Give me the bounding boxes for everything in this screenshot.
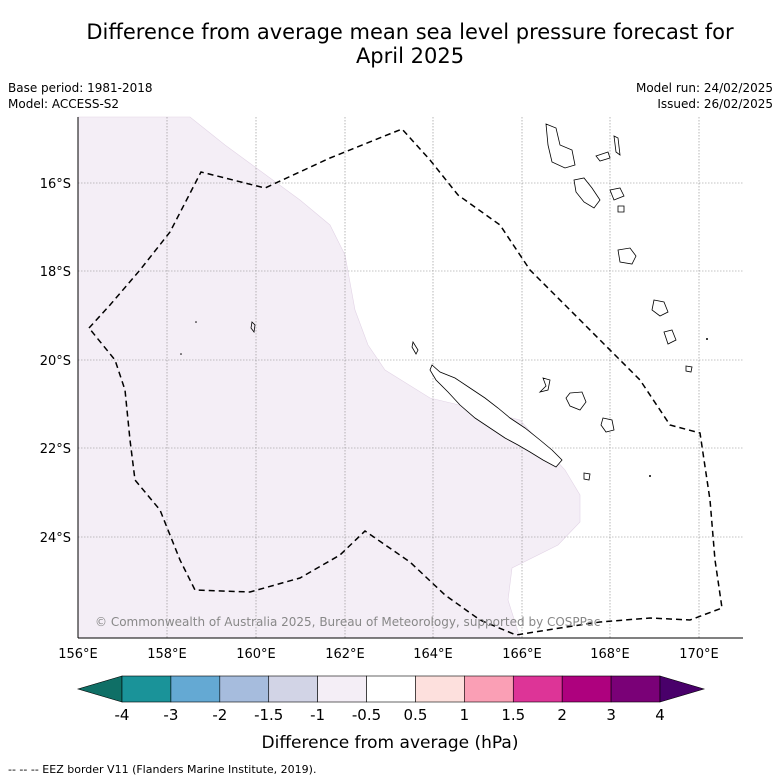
lon-tick-label: 170°E bbox=[679, 647, 719, 662]
colorbar-tick-label: 0.5 bbox=[404, 706, 428, 724]
colorbar-tick-label: 2 bbox=[557, 706, 567, 724]
colorbar-arrow-high bbox=[659, 675, 706, 703]
colorbar-swatch bbox=[366, 675, 416, 703]
colorbar-swatch bbox=[121, 675, 172, 703]
vanuatu-espiritu-santo bbox=[545, 123, 576, 169]
loyalty-island-mare bbox=[600, 417, 615, 433]
colorbar-tick-label: 4 bbox=[655, 706, 665, 724]
colorbar-arrow-low bbox=[76, 675, 123, 703]
loyalty-island-lifou bbox=[565, 391, 587, 411]
colorbar-swatch bbox=[415, 675, 465, 703]
lon-tick-label: 164°E bbox=[413, 647, 453, 662]
issued-date: Issued: 26/02/2025 bbox=[657, 97, 773, 111]
small-islet bbox=[649, 475, 651, 477]
chesterfield-reef bbox=[250, 321, 256, 334]
vanuatu-efate bbox=[617, 247, 637, 265]
model-run: Model run: 24/02/2025 bbox=[635, 81, 773, 95]
colorbar-swatch bbox=[464, 675, 514, 703]
vanuatu-island-1 bbox=[595, 151, 611, 162]
colorbar-tick-label: -4 bbox=[115, 706, 130, 724]
lon-tick-label: 162°E bbox=[325, 647, 365, 662]
small-islet bbox=[706, 338, 708, 340]
colorbar-swatch bbox=[268, 675, 318, 703]
shaded-anomaly-region bbox=[77, 116, 581, 639]
colorbar-tick-label: -1.5 bbox=[254, 706, 283, 724]
map-title: Difference from average mean sea level p… bbox=[60, 20, 760, 68]
colorbar-tick-label: 3 bbox=[606, 706, 616, 724]
lat-tick-label: 20°S bbox=[40, 354, 71, 369]
colorbar-tick-label: -1 bbox=[310, 706, 325, 724]
colorbar-tick-label: 1.5 bbox=[501, 706, 525, 724]
lon-tick-label: 158°E bbox=[147, 647, 187, 662]
colorbar-swatch bbox=[561, 675, 612, 703]
vanuatu-island-3 bbox=[617, 205, 625, 213]
colorbar-swatch bbox=[512, 675, 563, 703]
lon-tick-label: 168°E bbox=[590, 647, 630, 662]
lon-tick-label: 156°E bbox=[58, 647, 98, 662]
lat-tick-label: 16°S bbox=[40, 177, 71, 192]
meta-left: Base period: 1981-2018 Model: ACCESS-S2 bbox=[8, 80, 153, 112]
title-line-2: April 2025 bbox=[355, 44, 465, 68]
belep-islands bbox=[411, 340, 419, 355]
vanuatu-malakula bbox=[573, 177, 601, 209]
base-period: Base period: 1981-2018 bbox=[8, 81, 153, 95]
lon-tick-label: 166°E bbox=[502, 647, 542, 662]
colorbar-swatch bbox=[610, 675, 661, 703]
lat-tick-label: 24°S bbox=[40, 531, 71, 546]
eez-border bbox=[88, 128, 723, 636]
title-line-1: Difference from average mean sea level p… bbox=[86, 20, 734, 44]
vanuatu-epi bbox=[609, 187, 625, 201]
colorbar-swatch bbox=[317, 675, 367, 703]
colorbar-tick-label: -3 bbox=[163, 706, 178, 724]
isle-of-pines bbox=[583, 472, 591, 481]
copyright-text: © Commonwealth of Australia 2025, Bureau… bbox=[95, 615, 600, 629]
vanuatu-island-2 bbox=[613, 135, 621, 156]
colorbar: -4 -3 -2 -1.5 -1 -0.5 0.5 1 1.5 2 3 4 bbox=[76, 675, 706, 724]
colorbar-swatch bbox=[219, 675, 270, 703]
vanuatu-erromango bbox=[651, 299, 669, 317]
colorbar-tick-label: -2 bbox=[212, 706, 227, 724]
colorbar-swatch bbox=[170, 675, 221, 703]
colorbar-label: Difference from average (hPa) bbox=[262, 733, 519, 753]
vanuatu-tanna bbox=[663, 329, 677, 345]
lat-tick-label: 22°S bbox=[40, 442, 71, 457]
meta-right: Model run: 24/02/2025 Issued: 26/02/2025 bbox=[636, 80, 773, 112]
lon-tick-label: 160°E bbox=[236, 647, 276, 662]
small-islet bbox=[195, 321, 197, 323]
new-caledonia-island bbox=[429, 364, 563, 468]
model-name: Model: ACCESS-S2 bbox=[8, 97, 120, 111]
small-islet bbox=[180, 353, 182, 355]
lat-tick-label: 18°S bbox=[40, 265, 71, 280]
colorbar-tick-label: 1 bbox=[460, 706, 470, 724]
vanuatu-aneityum bbox=[685, 365, 693, 373]
footer-note: -- -- -- EEZ border V11 (Flanders Marine… bbox=[8, 763, 317, 776]
colorbar-tick-label: -0.5 bbox=[352, 706, 381, 724]
loyalty-island-ouvea bbox=[538, 377, 551, 393]
